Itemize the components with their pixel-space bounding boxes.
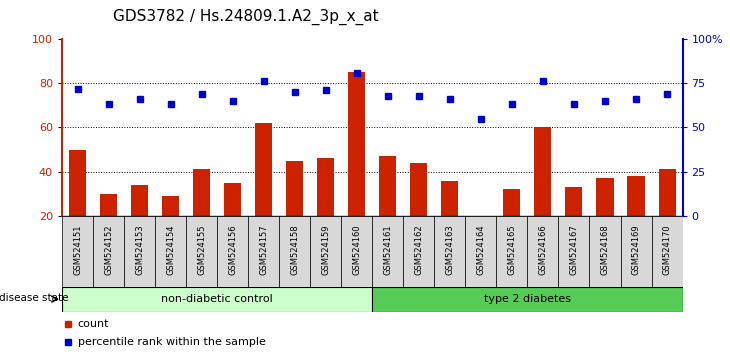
Bar [504, 189, 520, 216]
Text: GSM524158: GSM524158 [291, 224, 299, 275]
Text: GSM524151: GSM524151 [73, 224, 82, 275]
Bar [218, 216, 248, 287]
Bar [596, 178, 613, 216]
Bar [658, 170, 675, 216]
Bar [155, 216, 186, 287]
Text: GSM524170: GSM524170 [663, 224, 672, 275]
Bar [442, 181, 458, 216]
Text: GSM524163: GSM524163 [445, 224, 454, 275]
Bar [590, 216, 620, 287]
Bar [404, 216, 434, 287]
Text: GSM524164: GSM524164 [477, 224, 485, 275]
Text: count: count [77, 319, 109, 329]
Text: GSM524159: GSM524159 [321, 224, 330, 275]
Bar [342, 216, 372, 287]
Bar [496, 216, 528, 287]
Bar [372, 216, 404, 287]
Text: GSM524165: GSM524165 [507, 224, 516, 275]
Bar [62, 287, 372, 312]
Bar [193, 170, 210, 216]
Bar [310, 216, 342, 287]
Bar [652, 216, 683, 287]
Bar [558, 216, 590, 287]
Bar [224, 183, 241, 216]
Bar [131, 185, 148, 216]
Text: GSM524169: GSM524169 [631, 224, 640, 275]
Bar [410, 163, 427, 216]
Text: GSM524160: GSM524160 [353, 224, 361, 275]
Text: disease state: disease state [0, 293, 69, 303]
Bar [162, 196, 179, 216]
Text: GSM524152: GSM524152 [104, 224, 113, 275]
Text: GSM524154: GSM524154 [166, 224, 175, 275]
Bar [372, 287, 683, 312]
Bar [62, 216, 93, 287]
Bar [279, 216, 310, 287]
Bar [286, 161, 303, 216]
Text: GSM524161: GSM524161 [383, 224, 392, 275]
Bar [434, 216, 466, 287]
Text: GSM524155: GSM524155 [197, 224, 206, 275]
Bar [348, 72, 365, 216]
Text: GSM524166: GSM524166 [539, 224, 548, 275]
Text: GSM524156: GSM524156 [228, 224, 237, 275]
Text: non-diabetic control: non-diabetic control [161, 294, 273, 304]
Text: GSM524162: GSM524162 [415, 224, 423, 275]
Bar [248, 216, 279, 287]
Bar [466, 216, 496, 287]
Text: type 2 diabetes: type 2 diabetes [484, 294, 571, 304]
Text: percentile rank within the sample: percentile rank within the sample [77, 337, 266, 347]
Bar [318, 159, 334, 216]
Text: GSM524168: GSM524168 [601, 224, 610, 275]
Bar [255, 123, 272, 216]
Text: GSM524153: GSM524153 [135, 224, 144, 275]
Bar [100, 194, 117, 216]
Bar [620, 216, 652, 287]
Bar [380, 156, 396, 216]
Text: GSM524167: GSM524167 [569, 224, 578, 275]
Bar [534, 127, 551, 216]
Text: GDS3782 / Hs.24809.1.A2_3p_x_at: GDS3782 / Hs.24809.1.A2_3p_x_at [113, 8, 379, 25]
Bar [124, 216, 155, 287]
Bar [528, 216, 558, 287]
Bar [566, 187, 583, 216]
Bar [69, 149, 86, 216]
Bar [628, 176, 645, 216]
Text: GSM524157: GSM524157 [259, 224, 268, 275]
Bar [186, 216, 218, 287]
Bar [93, 216, 124, 287]
